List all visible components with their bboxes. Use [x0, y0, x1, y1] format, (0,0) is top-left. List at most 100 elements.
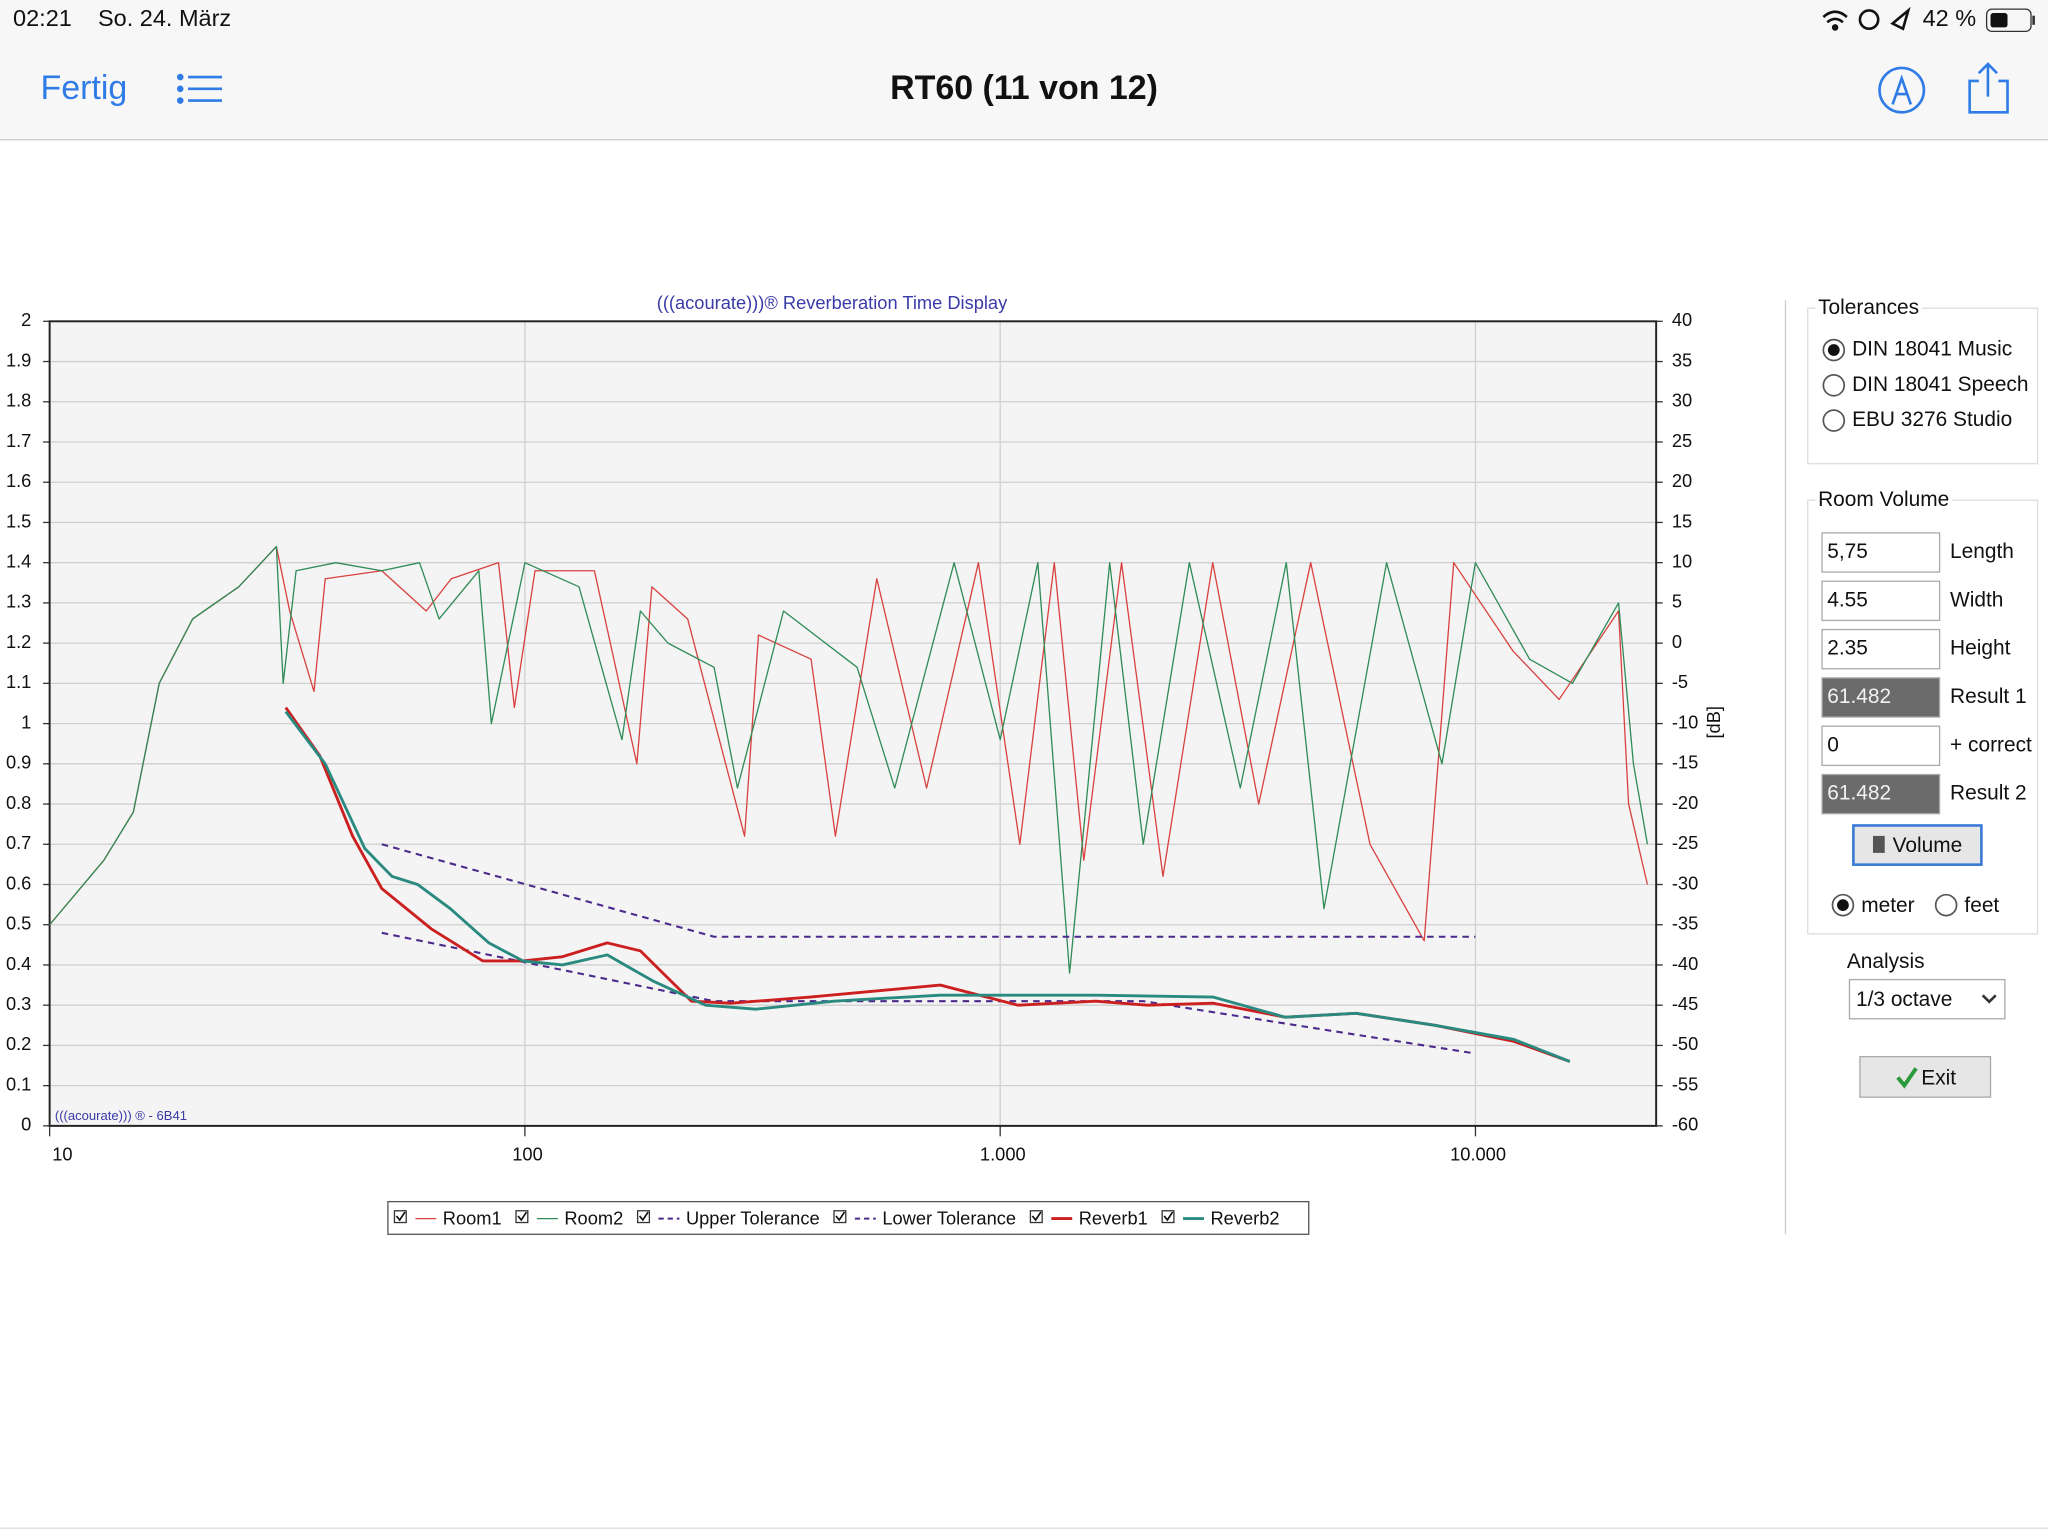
legend-checkbox[interactable]: [1029, 1210, 1043, 1224]
legend-label: Upper Tolerance: [686, 1208, 820, 1229]
y-tick-label: 1.1: [6, 671, 31, 692]
text-field[interactable]: [1821, 532, 1941, 573]
radio[interactable]: [1822, 409, 1846, 432]
radio-dot: [1827, 344, 1840, 356]
y2-tick-label: 35: [1672, 349, 1692, 370]
y-tick-label: 0: [21, 1114, 31, 1135]
y2-tick-label: 0: [1672, 631, 1682, 652]
y-tick-label: 1.8: [6, 390, 31, 411]
radio-label: meter: [1861, 894, 1914, 917]
button-label: Volume: [1893, 834, 1963, 857]
radio-label: EBU 3276 Studio: [1852, 408, 2012, 431]
legend-check: [1031, 1211, 1042, 1222]
radio-label: DIN 18041 Speech: [1852, 373, 2028, 396]
side-panel: Tolerances DIN 18041 Music DIN 18041 Speec…: [1807, 295, 2039, 1098]
y-tick-label: 0.9: [6, 752, 31, 773]
exit-button[interactable]: [1859, 1056, 1992, 1098]
top-bar: [0, 0, 2048, 140]
legend-checkbox[interactable]: [515, 1210, 529, 1224]
series-line: [381, 931, 1476, 1055]
y2-tick-label: -55: [1672, 1073, 1698, 1094]
x-tick-label: 100: [512, 1144, 542, 1165]
series-line: [284, 710, 1571, 1063]
text-field: [1821, 773, 1941, 815]
button-label: Exit: [1921, 1066, 1956, 1089]
y-tick-label: 1.7: [6, 430, 31, 451]
field-value: 61.482: [1827, 782, 1891, 805]
done-button[interactable]: Fertig: [40, 69, 127, 107]
y-tick-label: 1: [21, 711, 31, 732]
x-tick-label: 10: [52, 1144, 72, 1165]
analysis-label: Analysis: [1847, 950, 1925, 973]
y2-tick-label: -50: [1672, 1033, 1698, 1054]
legend-label: Lower Tolerance: [882, 1208, 1016, 1229]
series-line: [49, 545, 1649, 974]
field-label: Height: [1950, 637, 2011, 660]
battery-icon: [1985, 8, 2035, 32]
chart: 0 0.1 0.2 0.3 0.4 0.5 0.6 0.7 0.8 0.9 1 1.1 1.2 1.3 1.…: [6, 292, 1724, 1235]
field-label: Width: [1950, 588, 2003, 611]
legend-label: Room1: [443, 1208, 502, 1229]
y2-tick-label: 20: [1672, 470, 1692, 491]
y2-tick-label: -60: [1672, 1114, 1698, 1135]
chart-title: (((acourate)))® Reverberation Time Displ…: [657, 292, 1008, 313]
legend-label: Reverb2: [1210, 1208, 1279, 1229]
y2-tick-label: 40: [1672, 309, 1692, 330]
y2-tick-label: 15: [1672, 510, 1692, 531]
field-value: 61.482: [1827, 685, 1891, 708]
legend-check: [395, 1211, 406, 1222]
y-tick-label: 0.2: [6, 1033, 31, 1054]
y2-tick-label: 10: [1672, 551, 1692, 572]
y2-tick-label: 5: [1672, 591, 1682, 612]
share-icon[interactable]: [1968, 62, 2009, 114]
y-tick-label: 1.5: [6, 510, 31, 531]
radio-label: feet: [1964, 894, 1999, 917]
y-tick-label: 0.5: [6, 913, 31, 934]
group-title: Room Volume: [1818, 488, 1949, 511]
field-label: + correct: [1950, 733, 2032, 756]
legend-checkbox[interactable]: [1161, 1210, 1175, 1224]
calc-icon: [1872, 835, 1885, 853]
y2-tick-label: -20: [1672, 792, 1698, 813]
group-box: [1807, 307, 2039, 465]
series-line: [381, 843, 1476, 938]
text-field[interactable]: [1821, 628, 1941, 670]
legend-checkbox[interactable]: [636, 1210, 651, 1224]
y-tick-label: 0.3: [6, 993, 31, 1014]
legend-checkbox[interactable]: [833, 1210, 847, 1224]
list-icon[interactable]: [176, 73, 223, 104]
time: 02:21: [13, 5, 72, 31]
plot-border: [48, 320, 1658, 1127]
legend-check: [638, 1211, 649, 1222]
nav-title: RT60 (11 von 12): [890, 69, 1158, 107]
y-tick-label: 0.4: [6, 953, 31, 974]
y2-tick-label: -10: [1672, 711, 1698, 732]
text-field: [1821, 677, 1941, 718]
y2-tick-label: 25: [1672, 430, 1692, 451]
legend: Room1 Room2 Upper Tolerance Lower Tolerance…: [387, 1200, 1310, 1235]
x-tick-label: 10.000: [1450, 1144, 1506, 1165]
dropdown[interactable]: [1848, 978, 2006, 1020]
check-icon: [1896, 1067, 1918, 1089]
y2-axis-label: [dB]: [1703, 706, 1724, 739]
text-field[interactable]: [1821, 725, 1941, 767]
y2-tick-label: -40: [1672, 953, 1698, 974]
field-label: Length: [1950, 540, 2014, 563]
text-field[interactable]: [1821, 580, 1941, 622]
y-tick-label: 1.6: [6, 470, 31, 491]
radio[interactable]: [1934, 893, 1958, 917]
markup-icon[interactable]: [1878, 66, 1926, 114]
y-tick-label: 0.7: [6, 832, 31, 853]
field-label: Result 2: [1950, 782, 2027, 805]
radio[interactable]: [1822, 374, 1846, 397]
date: So. 24. März: [98, 5, 231, 31]
y-tick-label: 2: [21, 309, 31, 330]
y2-tick-label: -5: [1672, 671, 1688, 692]
y2-tick-label: 30: [1672, 390, 1692, 411]
y-tick-label: 1.3: [6, 591, 31, 612]
legend-checkbox[interactable]: [393, 1210, 407, 1224]
legend-check: [835, 1211, 846, 1222]
dropdown-chevron: [1981, 994, 1997, 1004]
y-tick-label: 0.8: [6, 792, 31, 813]
